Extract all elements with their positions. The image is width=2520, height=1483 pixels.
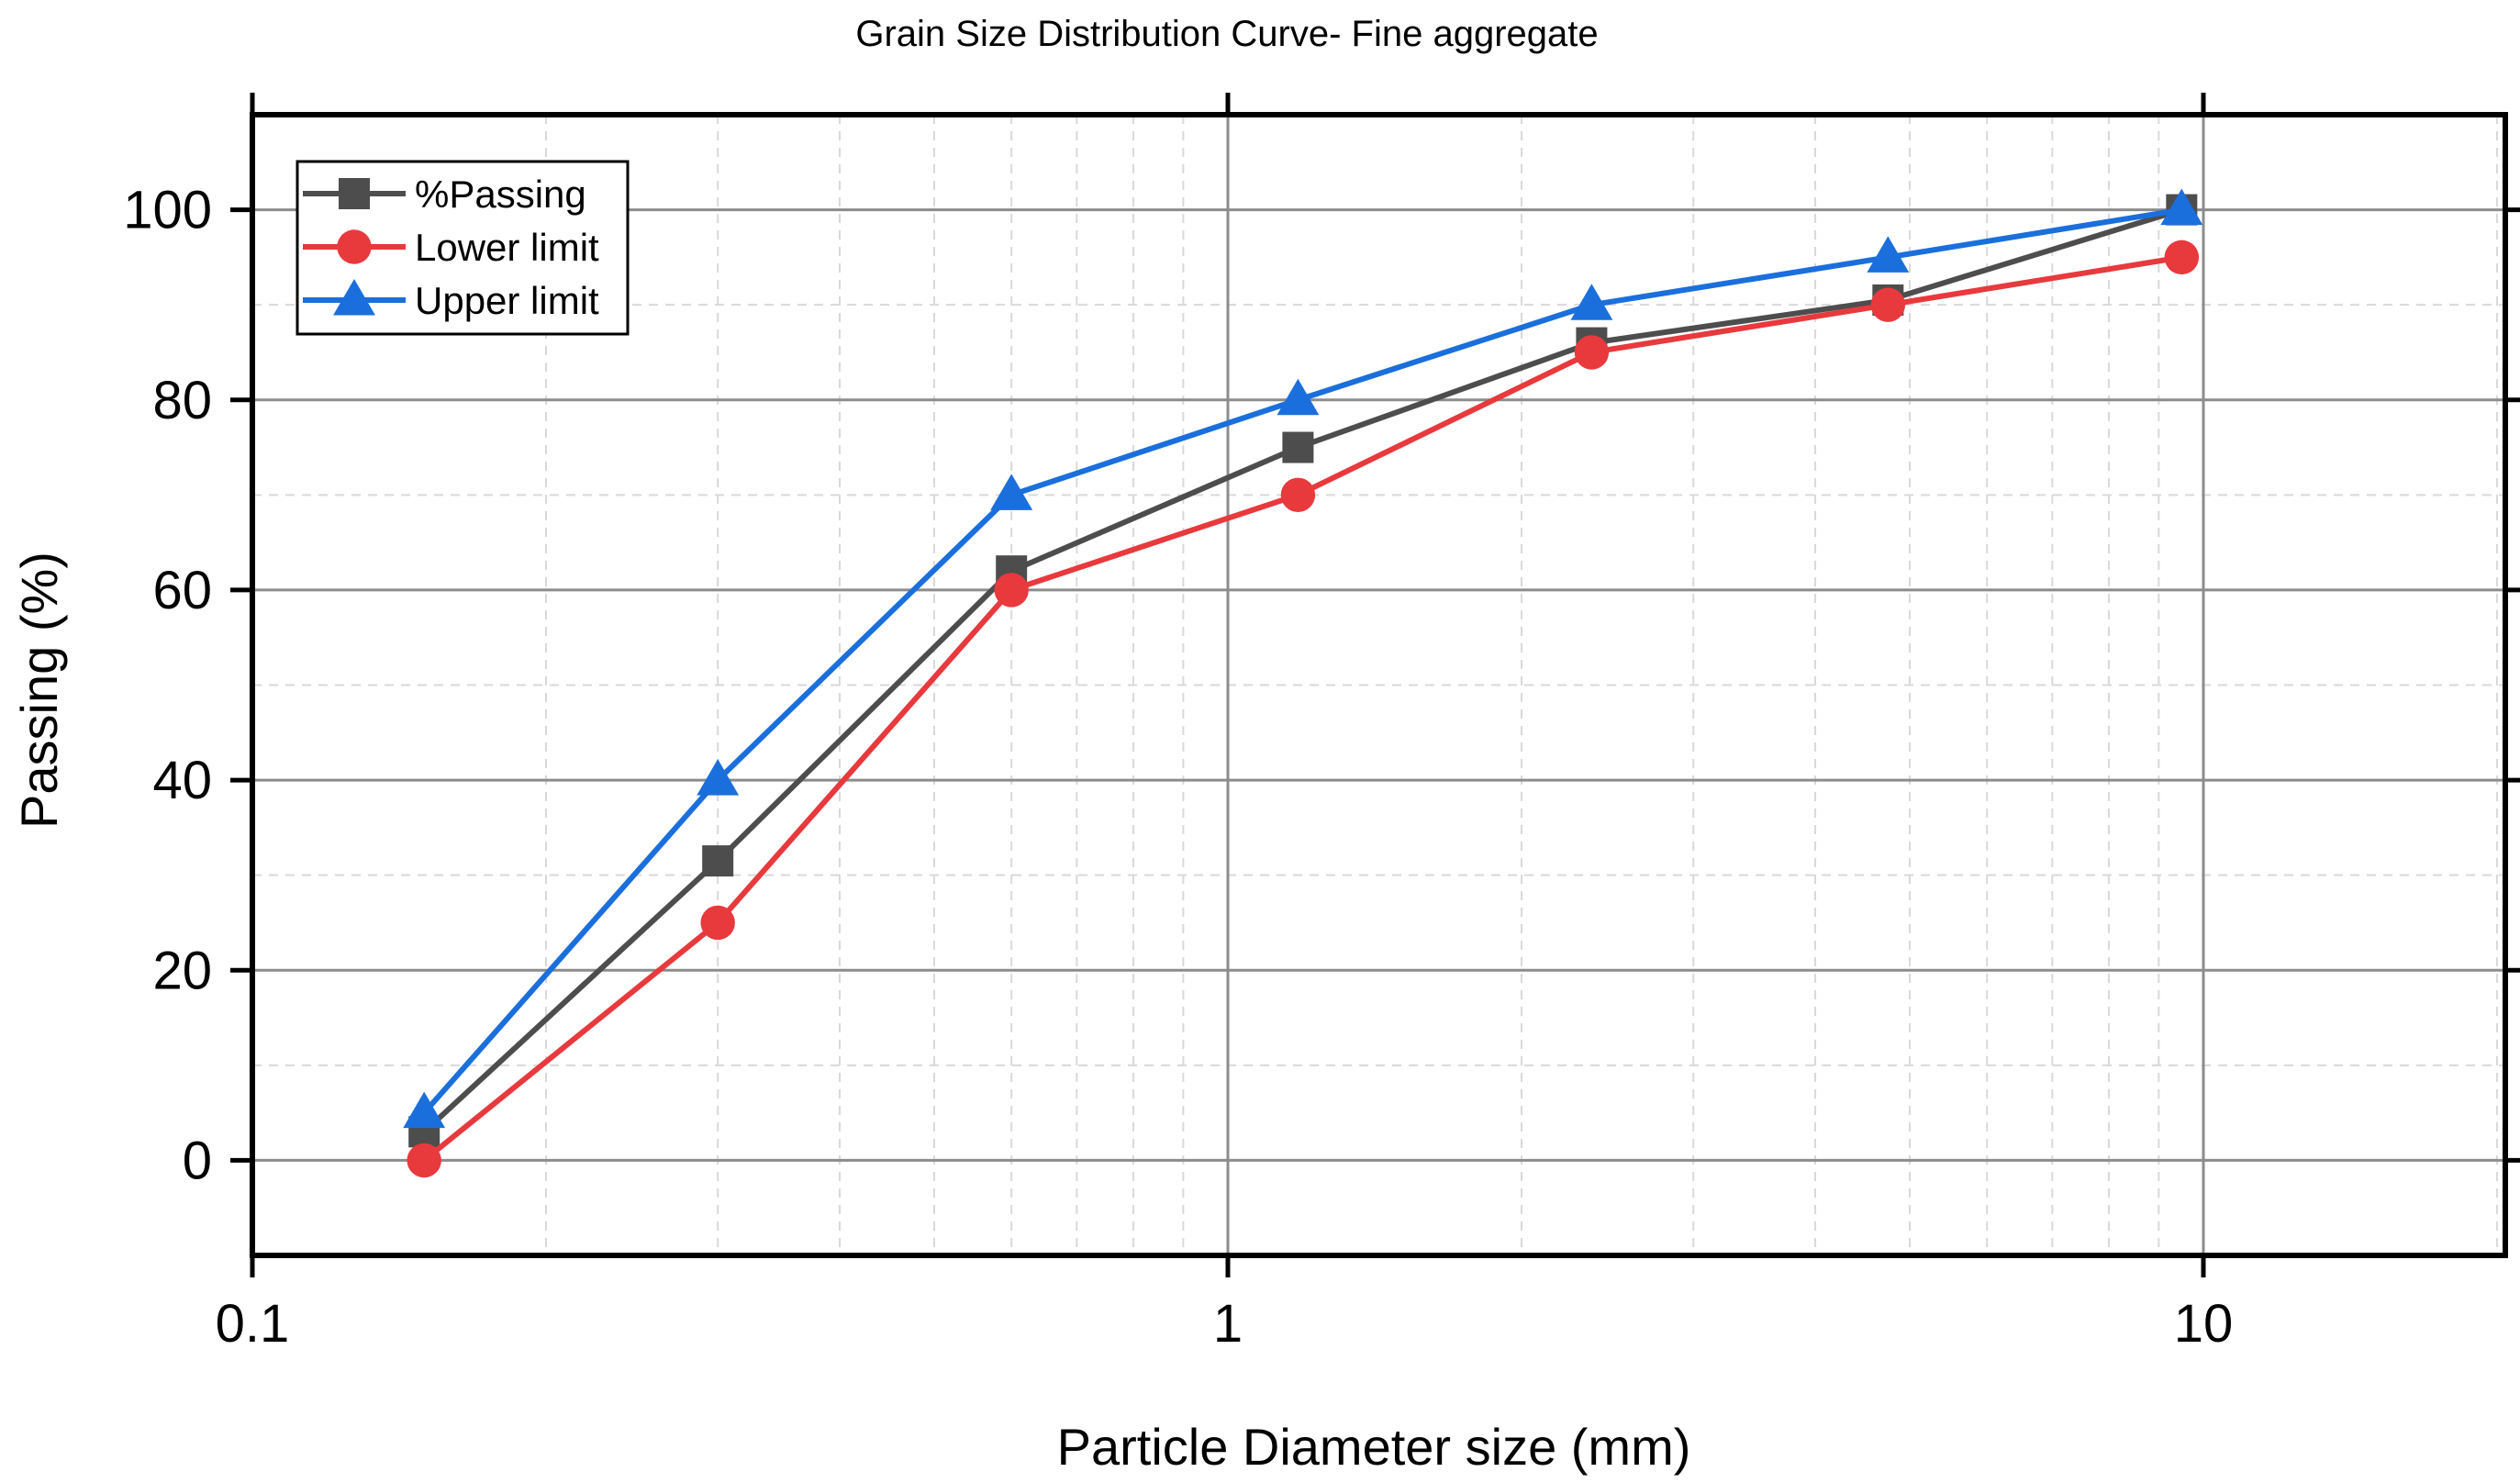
series-line [421, 206, 2182, 1115]
y-tick-label: 0 [183, 1131, 212, 1190]
data-point [1867, 236, 1910, 273]
legend-entry: Upper limit [303, 279, 599, 322]
series-line [422, 206, 2183, 1134]
legend-marker [333, 279, 375, 316]
series-lower-limit [407, 240, 2200, 1178]
series-upper-limit [403, 188, 2203, 1129]
plot-frame [250, 112, 2508, 1258]
y-tick-label: 100 [123, 181, 212, 240]
data-point [1870, 287, 1906, 322]
data-point [1277, 378, 1320, 416]
legend-entries: %Passing Lower limit Upper limit [303, 173, 599, 322]
data-point [403, 1091, 446, 1129]
legend-label: Upper limit [415, 279, 599, 322]
x-tick-label: 0.1 [216, 1294, 290, 1354]
y-tick-label: 60 [152, 561, 212, 620]
legend: %Passing Lower limit Upper limit [295, 160, 630, 336]
y-tick-label: 20 [152, 941, 212, 1000]
data-point [990, 474, 1033, 510]
data-point [2160, 188, 2203, 226]
legend-entry: Lower limit [303, 226, 599, 269]
chart-title: Grain Size Distribution Curve- Fine aggr… [855, 14, 1598, 54]
data-point [697, 759, 740, 796]
legend-marker [337, 229, 372, 264]
data-point [2164, 240, 2200, 275]
data-point [1280, 477, 1316, 513]
y-axis-title: Passing (%) [10, 552, 68, 829]
legend-entry: %Passing [303, 173, 586, 216]
y-tick-label: 40 [152, 751, 212, 810]
y-tick-label: 80 [152, 371, 212, 430]
series-layer [403, 188, 2203, 1178]
x-tick-label: 1 [1213, 1294, 1243, 1354]
data-point [702, 845, 734, 877]
data-point [1282, 431, 1314, 463]
legend-label: Lower limit [415, 226, 599, 269]
legend-marker [339, 178, 370, 209]
data-point [700, 905, 735, 941]
data-point [1570, 284, 1613, 320]
data-point [994, 573, 1029, 608]
legend-label: %Passing [415, 173, 586, 216]
series--passing [408, 194, 2198, 1148]
data-point [1574, 335, 1610, 370]
data-point [407, 1143, 441, 1178]
x-axis-title: Particle Diameter size (mm) [1057, 1418, 1691, 1476]
x-tick-label: 10 [2174, 1294, 2234, 1354]
